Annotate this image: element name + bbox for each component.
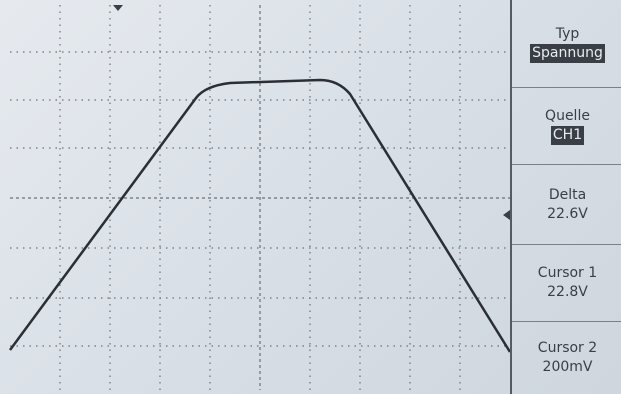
menu-value: 22.6V bbox=[547, 205, 588, 224]
menu-item[interactable]: Cursor 1 22.8V bbox=[512, 245, 621, 322]
waveform-display bbox=[0, 0, 510, 394]
menu-item[interactable]: Cursor 2 200mV bbox=[512, 322, 621, 394]
menu-value: 22.8V bbox=[547, 283, 588, 302]
scope-screen: Typ Spannung Quelle CH1 Delta 22.6V Curs… bbox=[0, 0, 621, 394]
page: Typ Spannung Quelle CH1 Delta 22.6V Curs… bbox=[0, 0, 621, 394]
trigger-marker bbox=[113, 5, 123, 11]
grid bbox=[10, 5, 510, 390]
menu-item[interactable]: Quelle CH1 bbox=[512, 88, 621, 165]
menu-label: Delta bbox=[549, 186, 586, 205]
menu-label: Typ bbox=[556, 25, 580, 44]
side-menu: Typ Spannung Quelle CH1 Delta 22.6V Curs… bbox=[510, 0, 621, 394]
menu-label: Quelle bbox=[545, 107, 590, 126]
menu-value: CH1 bbox=[551, 126, 584, 145]
menu-label: Cursor 2 bbox=[538, 339, 597, 358]
menu-value: Spannung bbox=[530, 44, 605, 63]
menu-item[interactable]: Typ Spannung bbox=[512, 0, 621, 88]
menu-label: Cursor 1 bbox=[538, 264, 597, 283]
level-marker bbox=[503, 210, 510, 220]
menu-item[interactable]: Delta 22.6V bbox=[512, 165, 621, 245]
menu-value: 200mV bbox=[543, 358, 593, 377]
